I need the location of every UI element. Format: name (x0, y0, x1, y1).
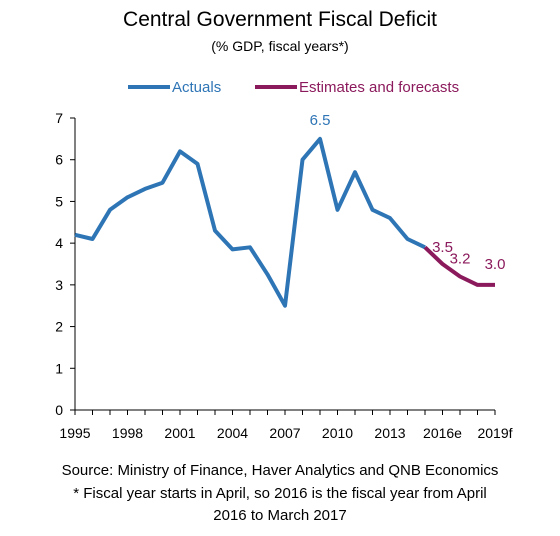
x-tick-label-2016e: 2016e (423, 425, 462, 441)
footnote-line-2: 2016 to March 2017 (213, 507, 347, 524)
data-label-2009: 6.5 (310, 112, 331, 129)
footnote-line-1: * Fiscal year starts in April, so 2016 i… (73, 485, 487, 502)
y-tick-label-0: 0 (55, 402, 63, 418)
y-tick-label-7: 7 (55, 110, 63, 126)
x-tick-label-2007: 2007 (269, 425, 300, 441)
data-label-2017: 3.2 (450, 251, 471, 268)
series-line-actuals (74, 136, 426, 308)
y-tick-label-4: 4 (55, 235, 63, 251)
x-tick-label-2004: 2004 (217, 425, 248, 441)
data-label-2016: 3.5 (432, 239, 453, 256)
legend-swatch-forecast (255, 85, 297, 89)
y-tick-label-3: 3 (55, 277, 63, 293)
y-tick-label-5: 5 (55, 193, 63, 209)
y-tick-label-6: 6 (55, 152, 63, 168)
x-tick-label-2019f: 2019f (477, 425, 512, 441)
chart-title: Central Government Fiscal Deficit (123, 8, 437, 31)
y-tick-label-2: 2 (55, 319, 63, 335)
y-tick-label-1: 1 (55, 360, 63, 376)
x-tick-label-2010: 2010 (322, 425, 353, 441)
x-tick-label-1998: 1998 (112, 425, 143, 441)
chart-subtitle: (% GDP, fiscal years*) (211, 38, 349, 54)
x-tick-label-2013: 2013 (374, 425, 405, 441)
legend-label-actuals: Actuals (172, 78, 222, 96)
legend-label-forecast: Estimates and forecasts (299, 78, 460, 96)
legend-item-forecast: Estimates and forecasts (255, 77, 459, 97)
legend-swatch-actuals (128, 85, 170, 89)
x-tick-label-2001: 2001 (164, 425, 195, 441)
x-tick-label-1995: 1995 (59, 425, 90, 441)
series-line-forecast (423, 245, 495, 287)
source-note: Source: Ministry of Finance, Haver Analy… (61, 462, 499, 479)
data-label-2019: 3.0 (485, 256, 506, 273)
legend-item-actuals: Actuals (128, 77, 221, 97)
